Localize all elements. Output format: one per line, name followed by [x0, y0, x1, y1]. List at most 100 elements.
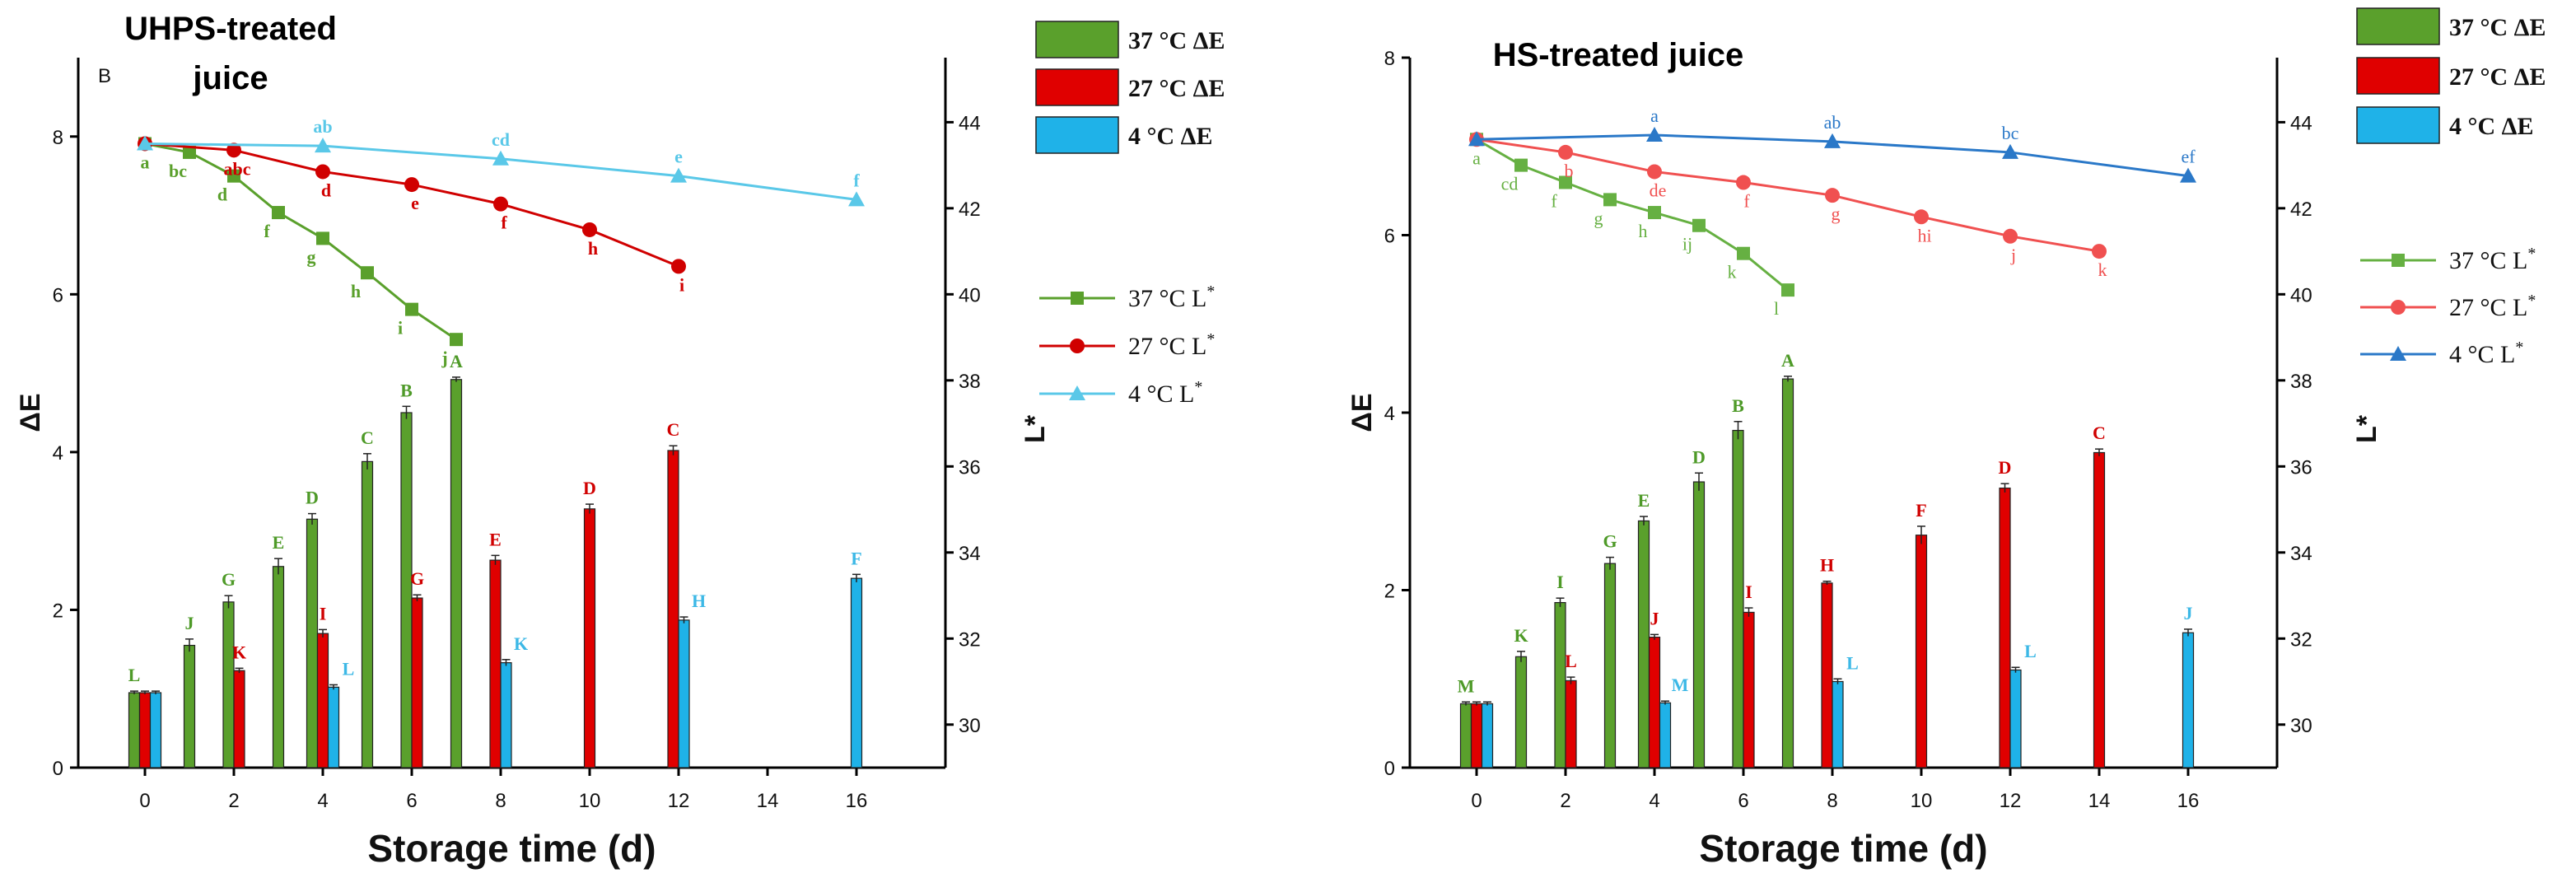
bar — [1915, 535, 1928, 768]
x-tick-label: 4 — [1649, 790, 1659, 812]
line-point — [1647, 164, 1662, 180]
bar-label: L — [2024, 641, 2037, 661]
legend-label: 27 °C L* — [2449, 292, 2536, 321]
bar — [361, 460, 374, 768]
legend-swatch — [1035, 68, 1119, 106]
y2-tick-label: 38 — [959, 371, 981, 393]
bar — [1743, 611, 1755, 768]
line-point — [1736, 175, 1751, 190]
bar-label: G — [410, 568, 424, 589]
bar — [1781, 378, 1794, 768]
bar-label: I — [1745, 581, 1752, 602]
line-point — [227, 169, 240, 183]
bar-label: C — [667, 419, 680, 440]
bar — [1732, 429, 1744, 768]
bar-label: K — [232, 642, 246, 662]
line-point — [2092, 244, 2107, 259]
line-point — [1514, 158, 1528, 172]
line-point — [1737, 246, 1750, 260]
bar-label: E — [1638, 490, 1650, 511]
legend-label: 27 °C ΔE — [2449, 63, 2546, 91]
y2-tick-label: 42 — [959, 198, 981, 221]
line-point — [493, 196, 508, 212]
legend-label: 37 °C L* — [2449, 245, 2536, 274]
y2-tick-label: 40 — [2290, 284, 2312, 306]
y2-tick-label: 38 — [2290, 371, 2312, 393]
line-label: f — [501, 212, 507, 233]
bar-label: L — [128, 665, 141, 685]
y2-tick-label: 34 — [2290, 543, 2312, 565]
y2-axis-title: L* — [1020, 414, 1051, 443]
line-label: g — [307, 246, 316, 267]
bar-label: G — [222, 569, 236, 590]
bar — [1692, 481, 1706, 768]
bar-label: H — [1820, 555, 1834, 576]
bar — [667, 450, 679, 768]
line-point — [492, 150, 509, 166]
bar — [1648, 637, 1661, 768]
bar — [138, 692, 152, 768]
y2-axis-title: L* — [2351, 414, 2382, 443]
line-label: ef — [2181, 147, 2196, 167]
line-label: f — [853, 170, 860, 190]
bar-label: D — [1999, 457, 2012, 478]
bar — [1999, 487, 2011, 768]
panel-letter: B — [98, 65, 111, 87]
line-label: b — [1565, 161, 1574, 181]
x-tick-label: 6 — [406, 790, 417, 812]
y2-tick-label: 44 — [959, 112, 981, 134]
bar-label: J — [2184, 603, 2193, 623]
legend-marker — [2392, 254, 2405, 267]
line-label: i — [398, 318, 403, 339]
legend-swatch — [2356, 106, 2440, 144]
bar — [233, 670, 245, 768]
line-point — [1825, 188, 1840, 203]
legend-label: 37 °C ΔE — [1128, 27, 1225, 54]
x-tick-label: 16 — [2177, 790, 2200, 812]
y2-tick-label: 32 — [2290, 628, 2312, 651]
x-axis-title: Storage time (d) — [1699, 827, 1987, 870]
x-tick-label: 14 — [757, 790, 779, 812]
line-point — [272, 206, 285, 220]
line-label: a — [1650, 105, 1659, 126]
bar — [327, 686, 340, 768]
bar — [850, 577, 863, 768]
y2-tick-label: 32 — [959, 628, 981, 651]
bar — [583, 508, 596, 768]
bar-label: D — [306, 488, 319, 508]
bar-label: A — [1781, 350, 1794, 371]
bar-label: L — [1846, 652, 1859, 673]
bar — [400, 412, 413, 768]
line-label: bc — [169, 161, 187, 181]
line-label: e — [674, 147, 683, 167]
x-tick-label: 2 — [228, 790, 239, 812]
line-point — [226, 142, 241, 158]
line-point — [404, 177, 419, 193]
bar-label: H — [692, 591, 706, 611]
bar — [316, 633, 329, 768]
bar — [1821, 582, 1833, 768]
line-label: ab — [313, 116, 332, 137]
legend-label: 4 °C L* — [1128, 378, 1202, 408]
legend-label: 4 °C ΔE — [2449, 113, 2533, 140]
series-line — [144, 142, 457, 341]
line-label: d — [321, 180, 331, 200]
line-label: g — [1594, 208, 1603, 228]
bar-label: C — [2093, 423, 2106, 443]
bar — [272, 566, 285, 768]
line-label: abc — [224, 158, 251, 179]
bar — [1603, 563, 1617, 768]
line-label: e — [411, 193, 419, 213]
line-label: j — [441, 348, 447, 368]
legend-swatch — [1035, 21, 1119, 58]
bar — [1470, 703, 1483, 768]
bar-label: J — [185, 613, 194, 633]
x-tick-label: 0 — [1471, 790, 1482, 812]
line-point — [316, 231, 329, 245]
y-tick-label: 4 — [53, 442, 63, 465]
y-tick-label: 0 — [53, 758, 63, 780]
x-tick-label: 16 — [846, 790, 868, 812]
line-label: hi — [1917, 225, 1931, 245]
line-point — [1559, 175, 1572, 189]
